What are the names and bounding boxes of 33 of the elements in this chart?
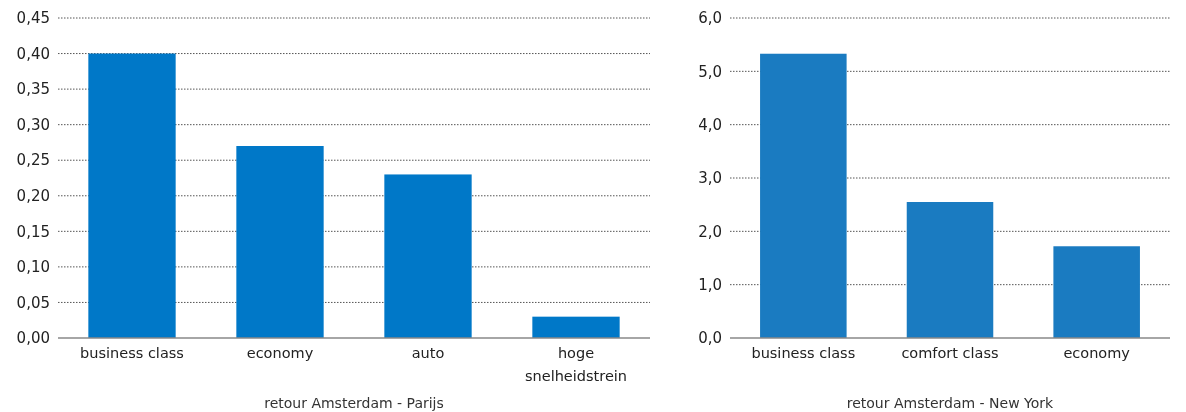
y-tick-label: 0,00 bbox=[16, 329, 50, 348]
x-axis-title: retour Amsterdam - New York bbox=[846, 395, 1055, 411]
bar bbox=[236, 146, 324, 338]
x-tick-label: economy bbox=[246, 345, 314, 361]
x-tick-label: auto bbox=[411, 345, 445, 361]
x-axis-title: retour Amsterdam - Parijs bbox=[264, 395, 444, 411]
y-tick-label: 0,40 bbox=[16, 44, 50, 63]
bar bbox=[1053, 246, 1140, 338]
bar bbox=[906, 202, 994, 338]
y-tick-label: 2,0 bbox=[698, 222, 722, 241]
x-tick-label: economy bbox=[1063, 345, 1131, 361]
y-tick-label: 6,0 bbox=[698, 9, 722, 28]
y-tick-label: 0,35 bbox=[16, 80, 50, 99]
x-tick-label: business class bbox=[751, 345, 856, 361]
y-tick-label: 5,0 bbox=[698, 62, 722, 81]
y-tick-label: 0,0 bbox=[698, 329, 722, 348]
y-tick-label: 3,0 bbox=[698, 169, 722, 188]
y-tick-label: 0,30 bbox=[16, 115, 50, 134]
bar bbox=[760, 53, 847, 338]
y-tick-label: 0,20 bbox=[16, 187, 50, 206]
bar bbox=[384, 174, 472, 338]
y-tick-label: 0,05 bbox=[16, 293, 50, 312]
x-tick-label: business class bbox=[80, 345, 184, 361]
y-tick-label: 0,10 bbox=[16, 258, 50, 277]
y-tick-label: 1,0 bbox=[698, 275, 722, 294]
x-tick-label: comfort class bbox=[901, 345, 999, 361]
y-tick-label: 4,0 bbox=[698, 115, 722, 134]
bar bbox=[88, 53, 176, 338]
y-tick-label: 0,25 bbox=[16, 151, 50, 170]
bar bbox=[532, 316, 620, 338]
x-tick-label: hoge snelheidstrein bbox=[524, 345, 628, 384]
y-tick-label: 0,15 bbox=[16, 222, 50, 241]
y-tick-label: 0,45 bbox=[16, 9, 50, 28]
